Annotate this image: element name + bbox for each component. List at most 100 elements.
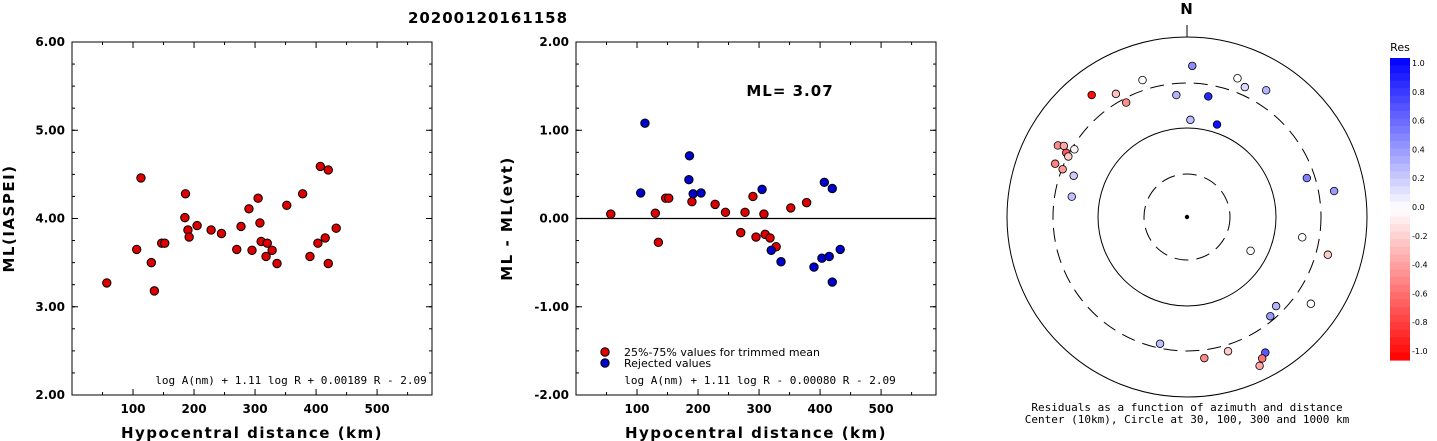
station-marker bbox=[1155, 339, 1165, 348]
data-point bbox=[809, 262, 819, 272]
data-point bbox=[766, 245, 776, 255]
range-circle-100km bbox=[1097, 127, 1277, 307]
station-marker bbox=[1058, 165, 1067, 174]
y-tick-label: 2.00 bbox=[539, 35, 569, 49]
station-marker bbox=[1188, 61, 1197, 71]
station-marker bbox=[1212, 120, 1222, 129]
residual-vs-distance-plot: 100 200 300 400 500 -2.00 -1.00 0.00 1.00 2.00 Hyp… bbox=[498, 35, 937, 441]
data-point bbox=[684, 151, 695, 161]
colorbar-segment bbox=[1390, 201, 1410, 210]
caption-line-2: Center (10km), Circle at 30, 100, 300 an… bbox=[1025, 413, 1350, 426]
colorbar-tick-label: -0.6 bbox=[1412, 289, 1428, 298]
x-tick-label: 500 bbox=[869, 402, 894, 416]
data-point bbox=[819, 177, 830, 188]
formula-text: log A(nm) + 1.11 log R + 0.00189 R - 2.0… bbox=[155, 374, 427, 387]
colorbar-tick-label: 0.4 bbox=[1412, 145, 1425, 154]
data-point bbox=[320, 233, 330, 243]
y-tick-label: 6.00 bbox=[35, 35, 65, 49]
colorbar-segment bbox=[1390, 344, 1410, 354]
x-tick-label: 300 bbox=[243, 402, 268, 416]
data-point bbox=[272, 258, 282, 269]
y-tick-label: 5.00 bbox=[35, 123, 65, 137]
data-point bbox=[253, 193, 263, 203]
data-point bbox=[184, 232, 194, 242]
colorbar-tick-label: 0.0 bbox=[1412, 203, 1425, 212]
station-marker bbox=[1200, 353, 1209, 363]
data-point bbox=[688, 189, 698, 199]
data-point bbox=[131, 244, 142, 255]
data-point bbox=[650, 208, 661, 218]
station-marker bbox=[1258, 354, 1267, 363]
epicenter-marker bbox=[1184, 214, 1190, 220]
colorbar-segment bbox=[1390, 171, 1410, 180]
station-marker bbox=[1223, 347, 1233, 356]
data-point bbox=[297, 189, 308, 199]
colorbar-segment bbox=[1390, 186, 1410, 195]
data-point bbox=[160, 238, 170, 248]
data-point bbox=[247, 245, 257, 255]
station-marker bbox=[1261, 86, 1271, 95]
x-tick-label: 100 bbox=[120, 402, 145, 416]
station-marker bbox=[1266, 312, 1275, 321]
y-tick-label: 1.00 bbox=[539, 123, 569, 137]
data-point bbox=[267, 245, 277, 255]
y-tick-label: 4.00 bbox=[35, 212, 65, 226]
data-point bbox=[736, 227, 746, 238]
data-point bbox=[757, 184, 767, 195]
range-circle-300km bbox=[1052, 82, 1322, 352]
station-marker bbox=[1064, 152, 1073, 161]
data-point bbox=[751, 232, 761, 242]
x-axis-label: Hypocentral distance (km) bbox=[121, 424, 383, 441]
colorbar-segment bbox=[1390, 292, 1410, 301]
colorbar-title: Res bbox=[1390, 41, 1410, 54]
colorbar-segment bbox=[1390, 224, 1410, 233]
colorbar-segment bbox=[1390, 329, 1410, 338]
data-point bbox=[206, 225, 216, 235]
station-marker bbox=[1172, 90, 1181, 100]
colorbar-segment bbox=[1390, 73, 1410, 82]
colorbar-segment bbox=[1390, 254, 1410, 263]
colorbar-segment bbox=[1390, 284, 1410, 293]
data-point bbox=[192, 220, 202, 231]
data-point bbox=[282, 200, 292, 210]
station-marker bbox=[1050, 159, 1060, 168]
data-point bbox=[313, 238, 323, 248]
data-point bbox=[216, 228, 227, 239]
data-point bbox=[635, 188, 646, 198]
data-point bbox=[786, 203, 796, 213]
station-marker bbox=[1059, 141, 1069, 151]
colorbar-tick-label: 0.6 bbox=[1412, 117, 1425, 126]
station-marker bbox=[1233, 74, 1242, 83]
data-point bbox=[136, 173, 146, 183]
data-point bbox=[262, 238, 272, 248]
colorbar-segment bbox=[1390, 88, 1410, 97]
y-tick-label: -2.00 bbox=[534, 388, 569, 402]
formula-text: log A(nm) + 1.11 log R - 0.00080 R - 2.0… bbox=[624, 374, 896, 387]
colorbar-segment bbox=[1390, 125, 1410, 135]
data-point bbox=[827, 183, 837, 194]
data-point bbox=[315, 161, 326, 172]
colorbar-segment bbox=[1390, 141, 1410, 150]
colorbar-tick-label: -0.8 bbox=[1412, 318, 1428, 327]
colorbar-segment bbox=[1390, 307, 1410, 316]
station-marker bbox=[1329, 186, 1339, 196]
data-point bbox=[801, 197, 812, 208]
caption-line-1: Residuals as a function of azimuth and d… bbox=[1031, 401, 1342, 414]
colorbar-segment bbox=[1390, 156, 1410, 165]
plot-frame bbox=[71, 41, 433, 396]
x-axis-label: Hypocentral distance (km) bbox=[625, 424, 887, 441]
colorbar-tick-label: 0.2 bbox=[1412, 174, 1425, 183]
colorbar-segment bbox=[1390, 80, 1410, 89]
data-point bbox=[748, 191, 758, 202]
range-circle-30km bbox=[1143, 173, 1231, 261]
station-marker bbox=[1070, 145, 1079, 154]
colorbar-tick-label: -1.0 bbox=[1412, 347, 1428, 356]
data-point bbox=[606, 209, 616, 219]
data-point bbox=[102, 278, 112, 288]
colorbar-tick-label: 0.8 bbox=[1412, 88, 1425, 97]
data-point bbox=[180, 189, 191, 199]
legend-label: 25%-75% values for trimmed mean bbox=[624, 346, 820, 359]
data-point bbox=[236, 221, 246, 232]
station-marker bbox=[1069, 171, 1078, 180]
